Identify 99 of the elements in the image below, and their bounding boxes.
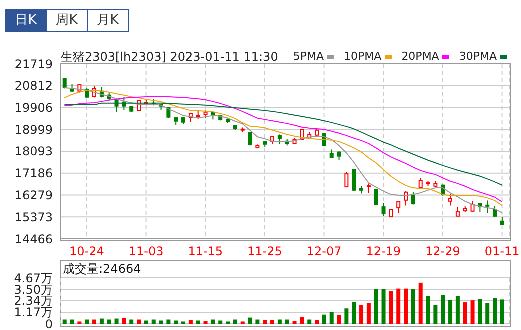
- y-tick-label: 19906: [14, 101, 53, 116]
- x-tick-label: 11-25: [248, 244, 282, 259]
- x-tick-label: 11-03: [128, 244, 164, 259]
- bar: [330, 312, 334, 324]
- chart-title: 生猪2303[lh2303] 2023-01-11 11:30: [61, 49, 278, 66]
- bar: [441, 295, 446, 324]
- tab-button: 日K: [5, 9, 47, 32]
- bar: [456, 296, 460, 324]
- bar: [300, 317, 304, 324]
- candlestick: [278, 134, 282, 145]
- candlestick: [344, 172, 349, 188]
- bar: [152, 320, 156, 324]
- bar: [396, 288, 401, 324]
- bar: [144, 320, 148, 324]
- bar: [344, 308, 349, 324]
- x-tick-label: 10-24: [70, 244, 104, 259]
- bar: [374, 289, 378, 324]
- bar: [478, 299, 482, 324]
- candlestick: [248, 132, 252, 146]
- bar: [85, 320, 90, 324]
- bar: [493, 298, 498, 324]
- legend-label: 5PMA: [293, 50, 324, 63]
- candlestick: [382, 202, 386, 217]
- candlestick: [374, 188, 378, 206]
- bar: [248, 318, 252, 324]
- bar: [137, 320, 142, 324]
- bar: [426, 296, 430, 324]
- bar: [486, 303, 490, 324]
- bar: [352, 302, 356, 324]
- y-tick-label: 15373: [14, 210, 53, 224]
- bar: [114, 318, 119, 324]
- bar: [166, 320, 171, 324]
- y-tick-label: 18999: [14, 122, 53, 137]
- y-tick-label: 3.50万: [14, 282, 53, 297]
- candlestick: [352, 168, 356, 192]
- chart-title: 成交量:24664: [63, 261, 142, 278]
- bar: [500, 300, 504, 324]
- x-tick-label: 12-29: [426, 244, 460, 259]
- y-tick-label: 14466: [14, 232, 53, 246]
- bar: [404, 288, 408, 324]
- bar: [308, 320, 312, 324]
- bar: [122, 318, 126, 324]
- y-tick-label: 18093: [14, 144, 53, 159]
- bar: [337, 315, 342, 324]
- bar: [448, 300, 453, 324]
- bar: [389, 291, 394, 324]
- candlestick: [456, 206, 460, 217]
- bar: [174, 320, 178, 324]
- legend-label: 20PMA: [402, 50, 440, 63]
- bar: [196, 320, 200, 324]
- bar: [434, 305, 438, 324]
- bar: [256, 320, 260, 324]
- bar: [315, 320, 320, 324]
- bar: [204, 321, 208, 324]
- bar: [130, 320, 134, 324]
- bar: [463, 302, 468, 324]
- bar: [270, 320, 275, 324]
- y-tick-label: 17186: [14, 166, 53, 181]
- candlestick: [486, 200, 490, 214]
- x-tick-label: 11-15: [188, 244, 224, 259]
- y-tick-label: 20812: [14, 79, 53, 94]
- bar: [92, 320, 97, 324]
- candlestick: [404, 190, 408, 206]
- y-tick-label: 0: [45, 317, 53, 330]
- bar: [418, 282, 423, 324]
- legend-label: 30PMA: [459, 50, 497, 63]
- bar: [107, 320, 112, 324]
- tab-button: 月K: [87, 9, 129, 32]
- bar: [382, 289, 386, 324]
- x-tick-label: 12-07: [306, 244, 342, 259]
- y-tick-label: 2.34万: [14, 294, 53, 308]
- bar: [62, 320, 67, 324]
- bar: [470, 300, 475, 324]
- bar: [70, 320, 74, 324]
- bar: [211, 320, 216, 324]
- bar: [366, 303, 371, 324]
- bar: [411, 289, 416, 324]
- legend-label: 10PMA: [344, 50, 382, 63]
- y-tick-label: 4.67万: [14, 271, 53, 286]
- y-tick-label: 16279: [14, 188, 53, 203]
- bar: [360, 305, 364, 324]
- candlestick: [366, 183, 371, 194]
- x-tick-label: 12-19: [366, 244, 402, 259]
- bar: [218, 320, 223, 324]
- y-tick-label: 1.17万: [14, 306, 53, 320]
- tab-button: 周K: [46, 9, 88, 32]
- bar: [159, 320, 164, 324]
- bar: [285, 320, 290, 324]
- bar: [278, 320, 282, 324]
- candlestick: [411, 192, 416, 206]
- bar: [100, 318, 104, 324]
- bar: [263, 320, 268, 324]
- bar: [188, 320, 193, 324]
- bar: [233, 320, 238, 324]
- candlestick: [448, 194, 453, 206]
- y-tick-label: 21719: [14, 57, 53, 72]
- bar: [322, 314, 326, 324]
- x-tick-label: 01-11: [484, 244, 520, 259]
- bar: [292, 321, 297, 324]
